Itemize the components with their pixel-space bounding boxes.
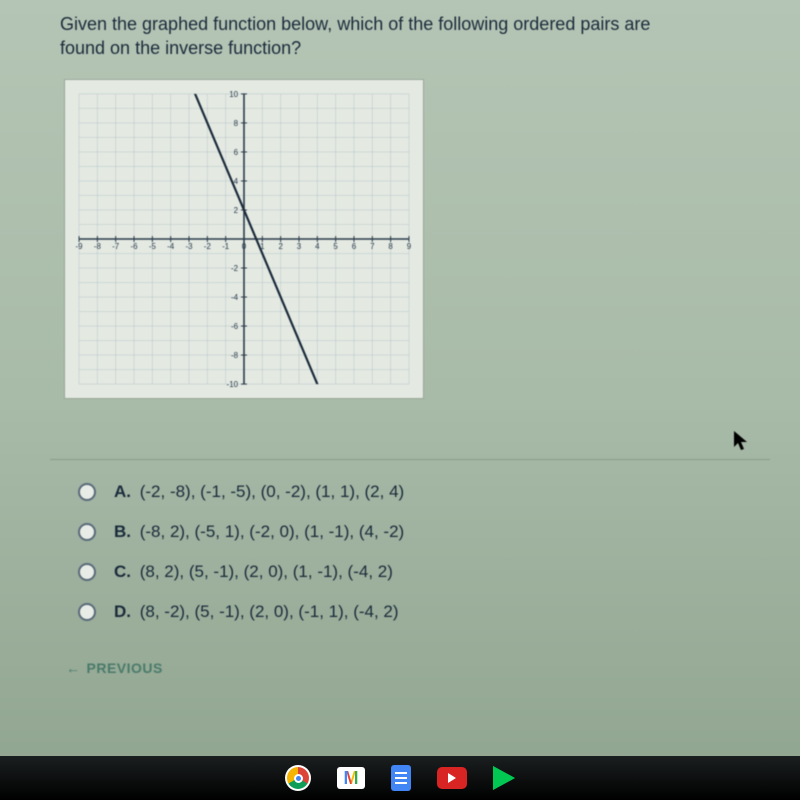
question-line-1: Given the graphed function below, which … <box>60 14 650 34</box>
svg-text:6: 6 <box>234 148 239 157</box>
svg-text:0: 0 <box>242 242 247 251</box>
svg-text:-10: -10 <box>227 380 239 389</box>
choice-text: C. (8, 2), (5, -1), (2, 0), (1, -1), (-4… <box>114 562 393 582</box>
svg-text:7: 7 <box>370 242 375 251</box>
docs-icon[interactable] <box>391 765 411 791</box>
choice-pairs: (8, 2), (5, -1), (2, 0), (1, -1), (-4, 2… <box>135 562 393 581</box>
svg-text:-7: -7 <box>112 242 120 251</box>
svg-text:3: 3 <box>297 242 302 251</box>
svg-text:8: 8 <box>388 242 393 251</box>
choice-letter: D. <box>114 602 131 621</box>
mouse-cursor-icon <box>732 430 752 458</box>
section-divider <box>50 459 770 460</box>
svg-text:-4: -4 <box>231 293 239 302</box>
play-store-icon[interactable] <box>493 766 515 790</box>
choice-text: D. (8, -2), (5, -1), (2, 0), (-1, 1), (-… <box>114 602 399 622</box>
svg-text:8: 8 <box>234 119 239 128</box>
radio-d[interactable] <box>78 603 96 621</box>
choice-letter: A. <box>114 482 131 501</box>
choice-row-d[interactable]: D. (8, -2), (5, -1), (2, 0), (-1, 1), (-… <box>78 602 770 622</box>
choice-letter: B. <box>114 522 131 541</box>
question-text: Given the graphed function below, which … <box>60 12 720 61</box>
quiz-screen: Given the graphed function below, which … <box>0 0 800 800</box>
svg-text:-1: -1 <box>222 242 230 251</box>
svg-text:-2: -2 <box>204 242 212 251</box>
youtube-icon[interactable] <box>437 767 467 789</box>
function-graph: -9-8-7-6-5-4-3-2-10123456789108642-2-4-6… <box>64 79 424 399</box>
radio-b[interactable] <box>78 523 96 541</box>
choice-row-c[interactable]: C. (8, 2), (5, -1), (2, 0), (1, -1), (-4… <box>78 562 770 582</box>
chrome-icon[interactable] <box>285 765 311 791</box>
radio-c[interactable] <box>78 563 96 581</box>
svg-text:-8: -8 <box>231 351 239 360</box>
choice-pairs: (-2, -8), (-1, -5), (0, -2), (1, 1), (2,… <box>135 482 404 501</box>
graph-canvas: -9-8-7-6-5-4-3-2-10123456789108642-2-4-6… <box>65 80 423 398</box>
previous-button[interactable]: ← PREVIOUS <box>66 660 163 676</box>
choice-text: B. (-8, 2), (-5, 1), (-2, 0), (1, -1), (… <box>114 522 404 542</box>
gmail-icon[interactable]: M <box>337 767 365 789</box>
svg-text:-6: -6 <box>130 242 138 251</box>
svg-text:-6: -6 <box>231 322 239 331</box>
choice-letter: C. <box>114 562 131 581</box>
svg-text:-9: -9 <box>76 242 84 251</box>
svg-text:9: 9 <box>407 242 412 251</box>
svg-text:-5: -5 <box>149 242 157 251</box>
previous-label: PREVIOUS <box>87 660 163 676</box>
choice-row-b[interactable]: B. (-8, 2), (-5, 1), (-2, 0), (1, -1), (… <box>78 522 770 542</box>
radio-a[interactable] <box>78 483 96 501</box>
svg-text:-8: -8 <box>94 242 102 251</box>
question-line-2: found on the inverse function? <box>60 38 301 58</box>
choice-row-a[interactable]: A. (-2, -8), (-1, -5), (0, -2), (1, 1), … <box>78 482 770 502</box>
svg-text:5: 5 <box>333 242 338 251</box>
svg-text:10: 10 <box>229 89 238 98</box>
svg-text:-2: -2 <box>231 264 239 273</box>
choice-pairs: (8, -2), (5, -1), (2, 0), (-1, 1), (-4, … <box>135 602 399 621</box>
svg-text:2: 2 <box>234 206 239 215</box>
svg-text:-3: -3 <box>185 242 193 251</box>
choice-pairs: (-8, 2), (-5, 1), (-2, 0), (1, -1), (4, … <box>135 522 404 541</box>
taskbar: M <box>0 756 800 800</box>
arrow-left-icon: ← <box>66 660 81 676</box>
svg-text:-4: -4 <box>167 242 175 251</box>
svg-text:6: 6 <box>352 242 357 251</box>
svg-text:4: 4 <box>315 242 320 251</box>
svg-text:2: 2 <box>278 242 283 251</box>
choice-text: A. (-2, -8), (-1, -5), (0, -2), (1, 1), … <box>114 482 404 502</box>
answer-choices: A. (-2, -8), (-1, -5), (0, -2), (1, 1), … <box>78 482 770 622</box>
